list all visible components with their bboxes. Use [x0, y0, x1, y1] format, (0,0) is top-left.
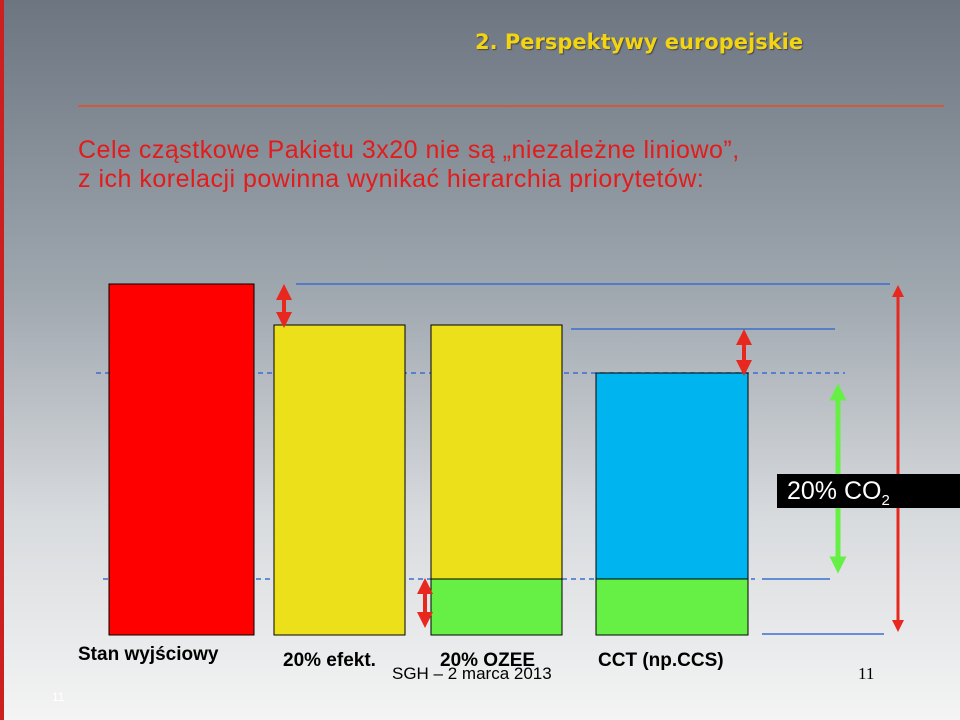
category-efekt: 20% efekt.: [283, 650, 376, 671]
slide-heading: Cele cząstkowe Pakietu 3x20 nie są „niez…: [78, 136, 938, 194]
left-accent-stripe: [0, 0, 4, 720]
slide-number: 11: [52, 690, 65, 704]
bar-cct-blue: [595, 372, 749, 580]
category-ozee: 20% OZEE: [440, 650, 536, 671]
page-number: 11: [858, 664, 875, 683]
category-stan: Stan wyjściowy: [78, 644, 219, 665]
bar-ozee-yellow: [430, 324, 563, 580]
heading-line-2: z ich korelacji powinna wynikać hierarch…: [78, 165, 705, 193]
co2-target-label: 20% CO2: [777, 474, 960, 509]
heading-line-1: Cele cząstkowe Pakietu 3x20 nie są „niez…: [78, 136, 740, 164]
title-divider: [78, 105, 944, 107]
footer-text: SGH – 2 marca 2013: [392, 664, 552, 683]
co2-subscript: 2: [881, 492, 890, 509]
bar-stan-wyjsciowy: [108, 283, 255, 636]
category-cct: CCT (np.CCS): [598, 650, 724, 671]
bar-ozee-green: [430, 578, 563, 636]
co2-text: 20% CO: [787, 477, 882, 505]
section-title: 2. Perspektywy europejskie: [475, 30, 804, 54]
bar-cct-green: [595, 578, 749, 636]
bar-efekt: [273, 324, 406, 636]
